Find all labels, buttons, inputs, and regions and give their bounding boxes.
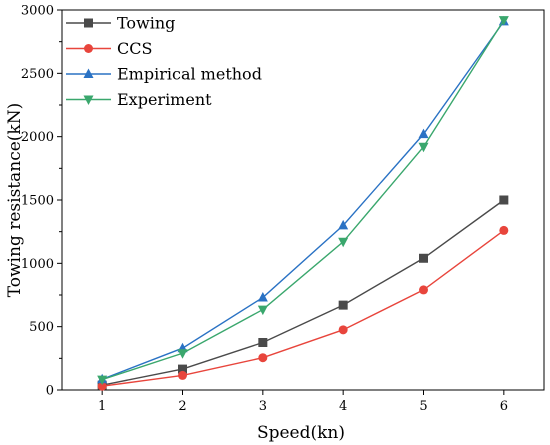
data-point-towing: [419, 253, 428, 263]
x-tick-label: 3: [259, 399, 267, 414]
legend-marker-experiment: [83, 95, 94, 105]
series-ccs: [97, 225, 509, 391]
legend-marker-towing: [84, 18, 93, 28]
x-tick-label: 2: [178, 399, 186, 414]
data-point-towing: [178, 364, 187, 374]
data-point-experiment: [338, 237, 349, 248]
legend-label-towing: Towing: [117, 14, 175, 33]
legend-marker-empirical-method: [83, 68, 94, 78]
x-axis: 1 2 3 4 5 6: [98, 390, 508, 414]
data-point-experiment: [498, 16, 509, 26]
legend-label-experiment: Experiment: [117, 90, 212, 109]
legend: Towing CCS Empirical method Experiment: [66, 14, 262, 109]
x-tick-label: 5: [419, 399, 427, 414]
series-line-experiment: [101, 19, 505, 381]
data-point-ccs: [178, 370, 187, 380]
y-axis-title: Towing resistance(kN): [5, 103, 25, 298]
data-point-experiment: [418, 142, 429, 153]
series-line-ccs: [102, 229, 505, 387]
y-axis: 0 500 1000 1500 2000 2500 3000: [21, 4, 62, 399]
x-tick-label: 6: [500, 399, 508, 414]
x-tick-label: 1: [98, 399, 106, 414]
legend-item-experiment: Experiment: [66, 90, 212, 109]
legend-marker-ccs: [84, 44, 93, 53]
data-point-ccs: [338, 325, 348, 335]
data-point-ccs: [258, 353, 268, 363]
data-point-ccs: [97, 381, 107, 391]
y-tick-label: 0: [46, 384, 54, 399]
data-point-empirical-method: [418, 128, 429, 139]
data-point-ccs: [499, 225, 509, 235]
legend-item-towing: Towing: [66, 14, 175, 33]
data-point-experiment: [177, 349, 188, 359]
data-point-empirical-method: [338, 219, 349, 230]
data-point-towing: [338, 300, 348, 310]
data-point-empirical-method: [257, 292, 268, 302]
legend-label-ccs: CCS: [117, 39, 152, 58]
series-experiment: [97, 16, 509, 386]
y-tick-label: 2000: [21, 130, 54, 145]
series-line-empirical-method: [101, 20, 505, 380]
y-tick-label: 3000: [21, 4, 54, 19]
y-tick-label: 2500: [21, 67, 54, 82]
legend-item-ccs: CCS: [66, 39, 152, 58]
data-point-towing: [499, 195, 509, 205]
y-tick-label: 1500: [21, 194, 54, 209]
legend-label-empirical-method: Empirical method: [117, 65, 262, 84]
series-layer: [97, 15, 509, 391]
data-point-experiment: [257, 305, 268, 316]
data-point-towing: [258, 338, 268, 347]
y-tick-label: 500: [29, 320, 54, 335]
y-tick-label: 1000: [21, 257, 54, 272]
x-axis-title: Speed(kn): [257, 423, 345, 443]
x-tick-label: 4: [339, 399, 347, 414]
series-line-towing: [102, 199, 505, 386]
data-point-experiment: [97, 375, 108, 386]
data-point-ccs: [419, 285, 428, 295]
legend-item-empirical-method: Empirical method: [66, 65, 262, 84]
